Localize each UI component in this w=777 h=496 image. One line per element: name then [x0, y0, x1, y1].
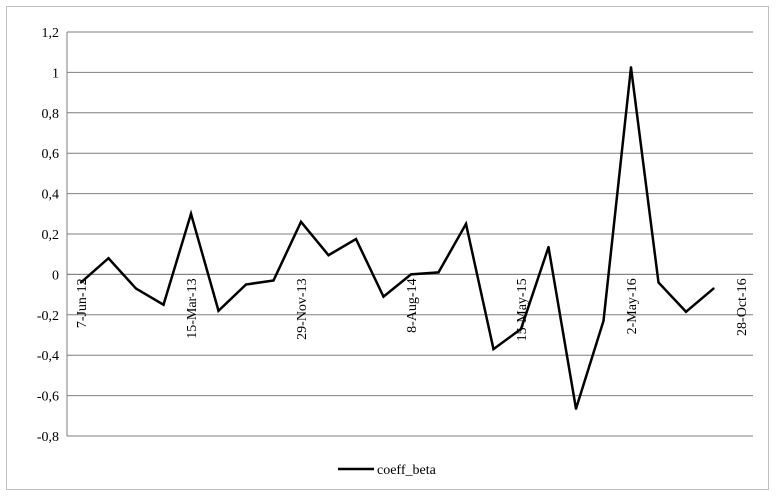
data-point — [217, 309, 220, 312]
chart-area — [6, 6, 769, 490]
data-point — [244, 283, 248, 286]
y-tick-label: 0,4 — [42, 188, 60, 203]
data-point — [354, 237, 358, 241]
y-tick-label: -0,4 — [37, 349, 59, 364]
data-point — [629, 66, 633, 69]
data-point — [409, 273, 413, 276]
y-tick-label: -0,8 — [37, 430, 59, 445]
data-point — [519, 327, 523, 331]
data-point — [574, 407, 578, 410]
x-tick-label: 15-May-15 — [515, 278, 530, 341]
x-tick-label: 2-May-16 — [625, 278, 640, 334]
data-point — [602, 319, 605, 323]
y-tick-label: 1 — [52, 66, 59, 81]
legend-label: coeff_beta — [377, 463, 437, 478]
data-point — [684, 310, 688, 313]
data-point — [272, 279, 275, 282]
data-point — [134, 287, 138, 290]
data-point — [107, 257, 110, 260]
data-point — [327, 254, 330, 257]
x-tick-label: 7-Jun-12 — [75, 278, 90, 328]
y-tick-label: 0 — [52, 268, 59, 283]
y-tick-label: -0,6 — [37, 390, 59, 405]
data-point — [162, 303, 165, 306]
data-point — [79, 281, 83, 284]
series-line — [80, 67, 715, 410]
data-point — [547, 245, 550, 249]
data-point — [492, 347, 495, 351]
x-tick-label: 29-Nov-13 — [295, 278, 310, 339]
y-tick-label: 0,6 — [42, 147, 60, 162]
data-point — [657, 281, 660, 284]
gridlines — [67, 31, 753, 437]
x-tick-label: 28-Oct-16 — [735, 278, 750, 336]
data-point — [437, 271, 440, 274]
x-tick-label: 8-Aug-14 — [405, 278, 420, 332]
legend: coeff_beta — [338, 463, 437, 478]
data-point — [712, 287, 715, 290]
y-axis-tick-labels: 1,2 1 0,8 0,6 0,4 0,2 0 -0,2 -0,4 -0,6 -0,8 — [37, 26, 59, 445]
x-tick-label: 15-Mar-13 — [185, 278, 200, 338]
data-point — [382, 295, 385, 298]
data-point — [464, 222, 468, 226]
x-axis-tick-labels: 7-Jun-12 15-Mar-13 29-Nov-13 8-Aug-14 15-May… — [75, 278, 750, 341]
y-tick-label: 1,2 — [42, 26, 60, 41]
data-point — [299, 220, 303, 224]
data-point — [189, 212, 193, 215]
y-tick-label: -0,2 — [37, 309, 59, 324]
series-layer — [79, 66, 715, 410]
y-tick-label: 0,8 — [42, 107, 60, 122]
y-tick-label: 0,2 — [42, 228, 60, 243]
